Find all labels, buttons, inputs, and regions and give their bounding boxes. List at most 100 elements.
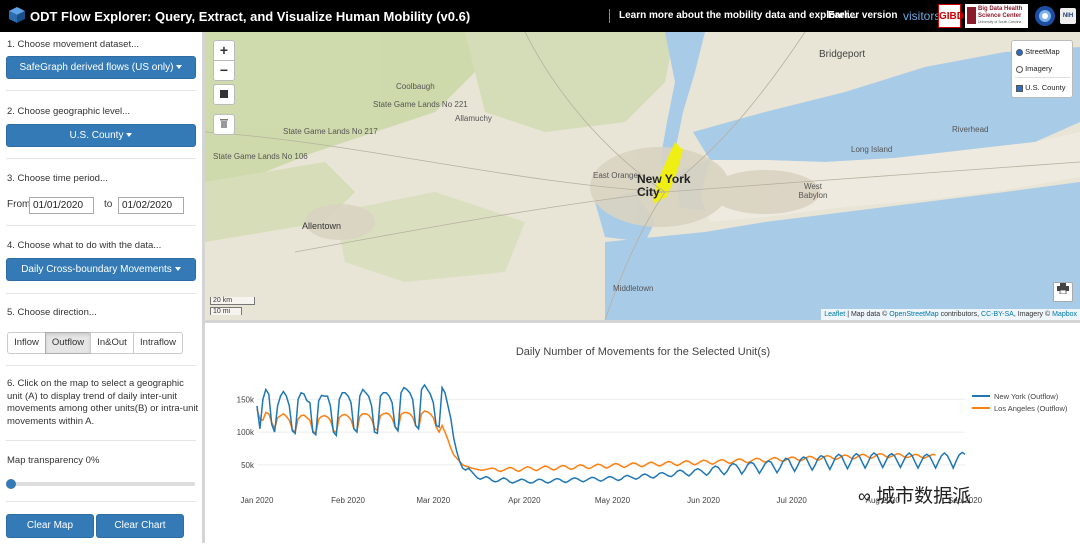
attribution-text-2: contributors, xyxy=(938,311,982,318)
scale-bar-km: 20 km xyxy=(210,297,255,305)
direction-button-group: Inflow Outflow In&Out Intraflow xyxy=(7,332,183,354)
basemap xyxy=(205,32,1080,320)
caret-down-icon xyxy=(174,267,181,272)
x-tick-label: Feb 2020 xyxy=(331,496,365,505)
license-link[interactable]: CC-BY-SA xyxy=(981,311,1014,318)
step5-label: 5. Choose direction... xyxy=(7,307,97,318)
nsf-logo-icon[interactable] xyxy=(1034,5,1056,27)
section-divider xyxy=(6,90,196,91)
inflow-button[interactable]: Inflow xyxy=(7,332,46,354)
geographic-level-dropdown[interactable]: U.S. County xyxy=(6,124,196,147)
analysis-type-label: Daily Cross-boundary Movements xyxy=(21,264,172,275)
clear-chart-button[interactable]: Clear Chart xyxy=(96,514,184,538)
transparency-slider-thumb[interactable] xyxy=(6,479,16,489)
section-divider xyxy=(6,365,196,366)
chart-title: Daily Number of Movements for the Select… xyxy=(516,346,770,358)
app-title: ODT Flow Explorer: Query, Extract, and V… xyxy=(30,9,471,24)
series-line-los-angeles-outflow[interactable] xyxy=(256,408,936,473)
x-tick-label: Jul 2020 xyxy=(777,496,808,505)
y-tick-label: 50k xyxy=(241,461,255,470)
map-label-coolbaugh: Coolbaugh xyxy=(396,82,435,91)
visitors-link[interactable]: visitors xyxy=(903,9,941,23)
from-label: From xyxy=(7,199,31,210)
section-divider xyxy=(6,440,196,441)
map-label-new-york-city: New York City xyxy=(637,172,691,199)
x-tick-label: Sep 2020 xyxy=(948,496,983,505)
road-network xyxy=(205,32,1080,320)
imagery-layer-option[interactable]: Imagery xyxy=(1016,64,1052,73)
map-label-game-lands-106: State Game Lands No 106 xyxy=(213,152,308,161)
gibd-logo[interactable]: GIBD xyxy=(938,4,964,28)
x-tick-label: Mar 2020 xyxy=(416,496,450,505)
x-tick-label: Apr 2020 xyxy=(508,496,541,505)
map-label-riverhead: Riverhead xyxy=(952,125,989,134)
series-line-new-york-outflow[interactable] xyxy=(256,383,966,484)
learn-more-link[interactable]: Learn more about the mobility data and e… xyxy=(619,10,857,21)
square-icon xyxy=(220,90,228,98)
outflow-button[interactable]: Outflow xyxy=(45,332,91,354)
control-sidebar: 1. Choose movement dataset... SafeGraph … xyxy=(0,32,205,543)
map-label-middletown: Middletown xyxy=(613,284,654,293)
movement-chart[interactable]: Daily Number of Movements for the Select… xyxy=(205,323,1080,543)
streetmap-layer-label: StreetMap xyxy=(1025,47,1060,56)
scale-bar-mi: 10 mi xyxy=(210,307,242,315)
mapbox-link[interactable]: Mapbox xyxy=(1052,311,1077,318)
to-date-input[interactable]: 01/02/2020 xyxy=(118,197,184,214)
zoom-out-button[interactable]: − xyxy=(213,60,235,81)
usc-logo-text: University of South Carolina xyxy=(978,20,1022,24)
map-label-long-island: Long Island xyxy=(851,145,893,154)
y-tick-label: 100k xyxy=(237,428,255,437)
radio-selected-icon[interactable] xyxy=(1016,48,1023,56)
from-date-input[interactable]: 01/01/2020 xyxy=(29,197,94,214)
transparency-label: Map transparency 0% xyxy=(7,455,100,466)
print-button[interactable] xyxy=(1053,282,1073,302)
attribution-text-1: | Map data © xyxy=(845,311,890,318)
map-label-allamuchy: Allamuchy xyxy=(455,114,492,123)
checkbox-checked-icon[interactable] xyxy=(1016,84,1023,92)
forest-areas xyxy=(205,32,675,282)
y-axis-ticks: 50k 100k 150k xyxy=(237,395,255,469)
bdhsc-logo[interactable]: Big Data Health Science Center Universit… xyxy=(965,4,1028,28)
map-label-east-orange: East Orange xyxy=(593,171,638,180)
bdhsc-logo-mark xyxy=(967,7,976,24)
watermark-text: 城市数据派 xyxy=(876,486,972,507)
layer-control-panel: StreetMap Imagery U.S. County xyxy=(1011,40,1073,98)
openstreetmap-link[interactable]: OpenStreetMap xyxy=(889,311,939,318)
app-header: ODT Flow Explorer: Query, Extract, and V… xyxy=(0,0,1080,32)
dataset-dropdown[interactable]: SafeGraph derived flows (US only) xyxy=(6,56,196,79)
map-view[interactable]: + − Bridgeport Coolbaugh Allamuchy State… xyxy=(205,32,1080,320)
x-tick-label: Jan 2020 xyxy=(241,496,274,505)
earlier-version-link[interactable]: Earlier version xyxy=(828,10,898,21)
clear-map-button[interactable]: Clear Map xyxy=(6,514,94,538)
movement-chart-panel: Daily Number of Movements for the Select… xyxy=(205,323,1080,543)
radio-unselected-icon[interactable] xyxy=(1016,65,1023,73)
zoom-in-button[interactable]: + xyxy=(213,40,235,61)
analysis-type-dropdown[interactable]: Daily Cross-boundary Movements xyxy=(6,258,196,281)
cube-logo-icon xyxy=(9,7,25,23)
caret-down-icon xyxy=(176,65,183,70)
header-divider xyxy=(609,9,610,23)
step6-instructions: 6. Click on the map to select a geograph… xyxy=(7,378,199,427)
intraflow-button[interactable]: Intraflow xyxy=(133,332,183,354)
map-label-game-lands-217: State Game Lands No 217 xyxy=(283,127,378,136)
nih-logo-icon[interactable]: NIH xyxy=(1060,8,1076,24)
geographic-level-label: U.S. County xyxy=(69,130,124,141)
legend-label[interactable]: New York (Outflow) xyxy=(994,392,1059,401)
in-out-button[interactable]: In&Out xyxy=(90,332,134,354)
map-chart-divider[interactable] xyxy=(205,320,1080,323)
leaflet-link[interactable]: Leaflet xyxy=(824,311,846,318)
chart-series xyxy=(256,383,966,484)
step3-label: 3. Choose time period... xyxy=(7,173,108,184)
map-label-bridgeport: Bridgeport xyxy=(819,49,866,60)
caret-down-icon xyxy=(126,133,133,138)
bdhsc-logo-text: Big Data Health Science Center xyxy=(978,6,1023,19)
transparency-slider-track[interactable] xyxy=(9,482,195,486)
county-overlay-option[interactable]: U.S. County xyxy=(1016,83,1066,92)
chart-legend: New York (Outflow) Los Angeles (Outflow) xyxy=(972,392,1068,413)
legend-label[interactable]: Los Angeles (Outflow) xyxy=(994,404,1068,413)
streetmap-layer-option[interactable]: StreetMap xyxy=(1016,47,1060,56)
map-label-allentown: Allentown xyxy=(302,221,342,231)
draw-rectangle-button[interactable] xyxy=(213,84,235,105)
map-label-game-lands-221: State Game Lands No 221 xyxy=(373,100,468,109)
delete-shapes-button[interactable] xyxy=(213,114,235,135)
